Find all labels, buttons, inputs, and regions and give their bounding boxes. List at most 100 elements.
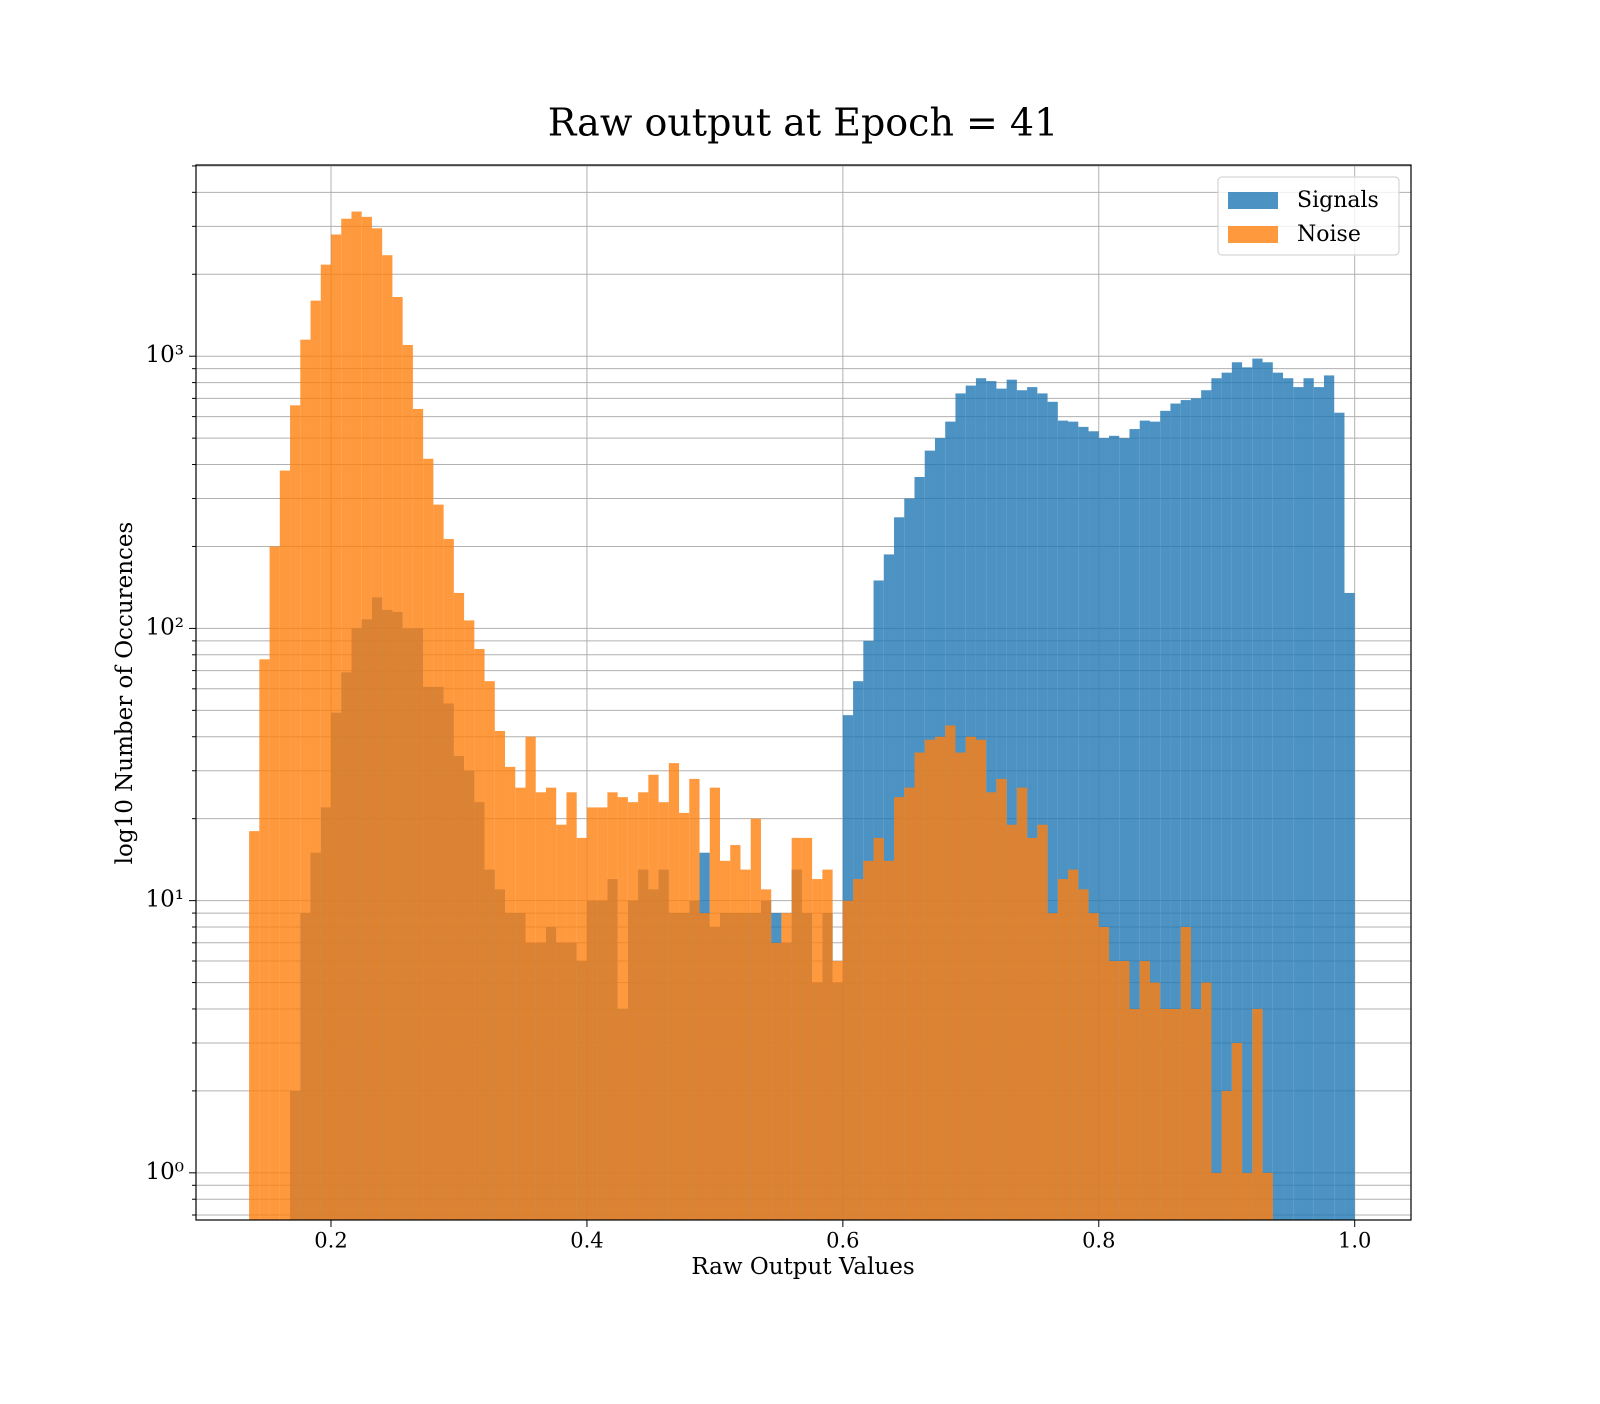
histogram-bar	[525, 736, 536, 1220]
legend-swatch	[1228, 192, 1278, 209]
histogram-bar	[535, 792, 546, 1220]
x-tick-label: 0.6	[826, 1229, 859, 1253]
histogram-bar	[269, 546, 280, 1220]
chart-title: Raw output at Epoch = 41	[548, 101, 1059, 145]
y-tick-label: 10²	[146, 614, 185, 640]
y-axis-label: log10 Number of Occurences	[112, 522, 138, 865]
histogram-bar	[740, 869, 751, 1220]
histogram-bar	[402, 344, 413, 1220]
histogram-bar	[1006, 379, 1017, 1220]
histogram-bar	[658, 802, 669, 1220]
histogram-bar	[1037, 393, 1048, 1220]
histogram-bar	[1272, 372, 1284, 1221]
histogram-bar	[1047, 401, 1058, 1220]
histogram-bar	[443, 539, 454, 1220]
histogram-bar	[474, 649, 485, 1220]
histogram-bar	[801, 837, 813, 1220]
histogram-bar	[1078, 426, 1089, 1220]
histogram-bar	[965, 736, 976, 1220]
histogram-bar	[750, 818, 761, 1220]
x-tick-label: 1.0	[1338, 1229, 1371, 1253]
histogram-bar	[1180, 927, 1191, 1220]
histogram-bar	[648, 774, 659, 1220]
histogram-bar	[412, 408, 424, 1220]
histogram-bar	[1109, 435, 1120, 1220]
histogram-bar	[515, 787, 526, 1220]
histogram-bar	[1088, 431, 1099, 1220]
histogram-bar	[423, 458, 434, 1221]
histogram-bar	[1129, 429, 1140, 1220]
histogram-bar	[484, 681, 495, 1220]
histogram-bar	[1242, 367, 1253, 1221]
histogram-bar	[1344, 592, 1355, 1220]
histogram-bar	[545, 787, 557, 1220]
x-axis-label: Raw Output Values	[691, 1254, 914, 1280]
histogram-bar	[1262, 362, 1273, 1221]
histogram-bar	[822, 869, 833, 1220]
histogram-bar	[627, 802, 639, 1220]
histogram-bar	[1313, 387, 1324, 1221]
histogram-bar	[781, 913, 792, 1220]
histogram-bar	[1088, 913, 1099, 1220]
legend: Signals Noise	[1217, 176, 1400, 256]
histogram-bar	[1057, 420, 1069, 1220]
histogram-bar	[1057, 879, 1069, 1220]
histogram-bar	[1211, 378, 1222, 1220]
histogram-bar	[679, 812, 690, 1220]
histogram-bar	[934, 736, 946, 1220]
histogram-bar	[1139, 961, 1150, 1220]
histogram-bar	[945, 725, 956, 1220]
histogram-bar	[1201, 390, 1212, 1220]
histogram-bar	[464, 620, 475, 1220]
histogram-bar	[505, 766, 516, 1220]
histogram-bar	[1221, 372, 1232, 1221]
histogram-bar	[586, 807, 598, 1220]
histogram-bar	[873, 837, 884, 1220]
histogram-bar	[883, 860, 895, 1220]
y-tick-label: 10⁰	[146, 1159, 185, 1185]
x-tick-label: 0.4	[570, 1229, 603, 1253]
histogram-bar	[842, 900, 854, 1220]
histogram-bar	[904, 787, 915, 1220]
histogram-bar	[1129, 1008, 1140, 1220]
histogram-bar	[361, 216, 372, 1220]
histogram-bar	[1037, 824, 1048, 1220]
histogram-bar	[914, 752, 925, 1220]
histogram-bar	[1323, 375, 1335, 1221]
histogram-bar	[699, 913, 710, 1220]
histogram-bar	[1293, 387, 1304, 1221]
histogram-bar	[331, 234, 342, 1220]
histogram-bar	[955, 752, 966, 1220]
histogram-bar	[771, 942, 782, 1220]
histogram-bar	[1119, 438, 1130, 1221]
histogram-bar	[1139, 420, 1150, 1220]
histogram-bar	[1149, 982, 1161, 1220]
histogram-bar	[382, 255, 393, 1220]
histogram-bar	[249, 831, 260, 1220]
histogram-bar	[709, 787, 721, 1220]
histogram-bar	[760, 889, 772, 1220]
histogram-bar	[668, 763, 680, 1220]
histogram-bar	[1160, 1008, 1171, 1220]
histogram-bar	[812, 879, 823, 1220]
y-tick-label: 10¹	[146, 887, 185, 913]
histogram-bar	[617, 797, 628, 1220]
histogram-bar	[689, 778, 700, 1220]
histogram-bar	[279, 470, 291, 1220]
histogram-bar	[986, 792, 997, 1220]
histogram-bar	[1180, 400, 1191, 1220]
histogram-bar	[607, 792, 618, 1220]
histogram-bar	[1098, 438, 1110, 1221]
x-tick-label: 0.8	[1082, 1229, 1115, 1253]
histogram-bar	[1006, 824, 1017, 1220]
histogram-bar	[556, 824, 567, 1220]
histogram-bar	[1027, 837, 1038, 1220]
histogram-bar	[1068, 421, 1079, 1220]
histogram-bar	[259, 659, 270, 1220]
histogram-bar	[392, 297, 403, 1221]
histogram-bar	[1252, 1008, 1263, 1220]
histogram-bar	[576, 837, 587, 1220]
histogram-bar	[1068, 869, 1079, 1220]
histogram-bar	[1221, 1090, 1232, 1220]
